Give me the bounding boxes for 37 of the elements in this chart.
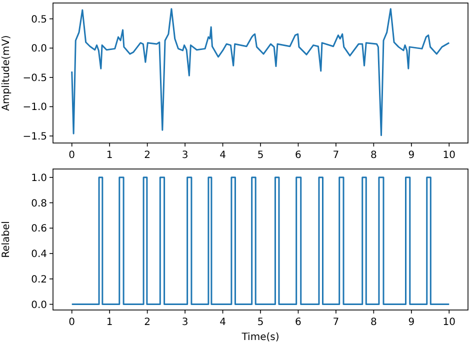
y-tick-label: −1.5 — [22, 131, 47, 142]
x-tick-label: 0 — [68, 150, 76, 161]
y-tick-label: 1.0 — [31, 172, 47, 184]
x-tick-label: 1 — [106, 150, 113, 161]
x-tick-label: 4 — [220, 150, 226, 161]
x-tick-label: 9 — [408, 150, 415, 161]
y-axis-title: Amplitude(mV) — [1, 35, 12, 111]
x-tick-label: 6 — [295, 317, 302, 328]
y-tick-label: 0.4 — [31, 249, 47, 260]
x-tick-label: 6 — [295, 150, 302, 161]
x-tick-label: 2 — [144, 317, 151, 328]
x-tick-label: 5 — [257, 150, 264, 161]
line-series — [71, 8, 450, 136]
y-tick-label: 0.0 — [31, 300, 47, 311]
x-tick-label: 8 — [370, 317, 377, 328]
y-tick-label: −1.0 — [22, 102, 47, 114]
x-tick-label: 10 — [442, 317, 456, 328]
y-tick-label: 0.8 — [31, 198, 47, 210]
x-tick-label: 7 — [332, 317, 340, 328]
y-tick-label: 0.2 — [31, 274, 47, 286]
x-tick-label: 1 — [106, 317, 113, 328]
x-tick-label: 0 — [68, 317, 76, 328]
y-axis-title: Relabel — [1, 221, 12, 258]
y-tick-label: 0.6 — [31, 224, 47, 235]
y-tick-label: 0.0 — [31, 44, 47, 55]
x-axis-title: Time(s) — [240, 332, 280, 343]
y-tick-label: −0.5 — [22, 72, 47, 84]
x-tick-label: 3 — [182, 317, 188, 328]
y-tick-label: 0.5 — [31, 14, 47, 26]
x-tick-label: 7 — [332, 150, 340, 161]
x-tick-label: 2 — [144, 150, 151, 161]
x-tick-label: 8 — [370, 150, 377, 161]
x-tick-label: 10 — [442, 150, 456, 161]
x-tick-label: 3 — [182, 150, 188, 161]
x-tick-label: 9 — [408, 317, 415, 328]
x-tick-label: 4 — [220, 317, 226, 328]
x-tick-label: 5 — [257, 317, 264, 328]
